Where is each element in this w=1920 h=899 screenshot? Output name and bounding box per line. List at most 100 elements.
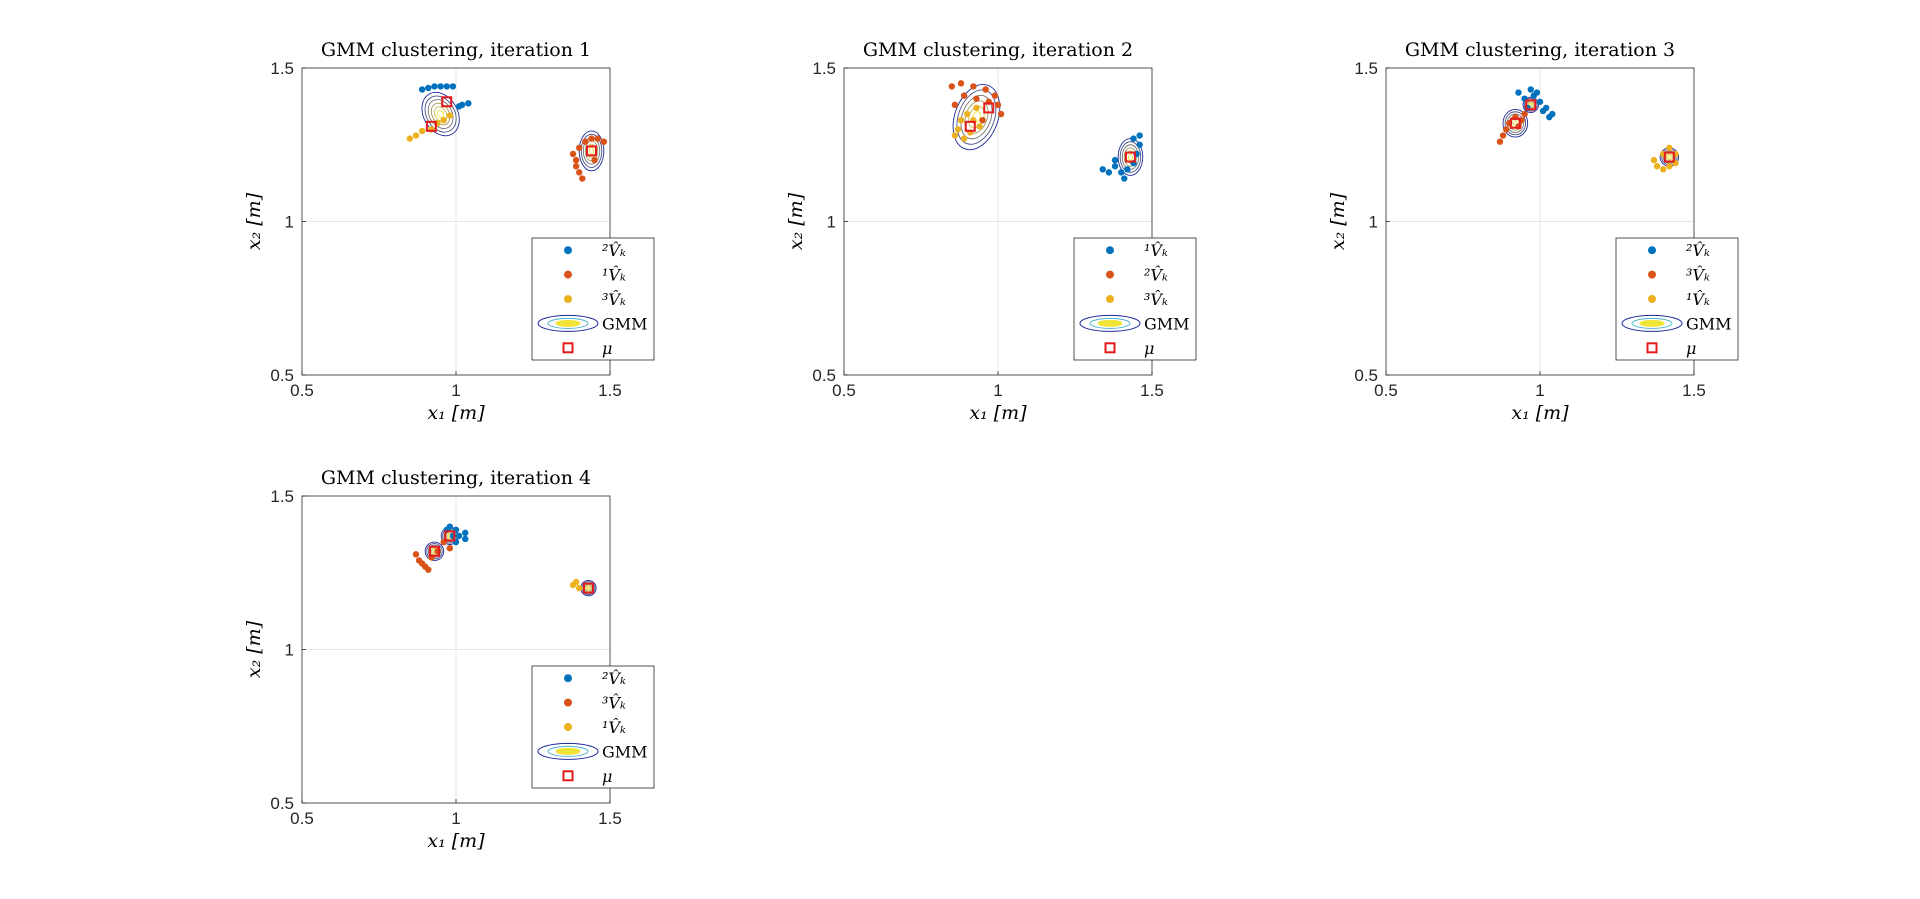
gmm-contour: [589, 147, 595, 155]
data-point: [1502, 126, 1510, 133]
y-tick-label: 0.5: [270, 794, 294, 813]
legend-box: [1073, 237, 1197, 361]
gmm-contour: [430, 102, 451, 126]
x-tick-label: 1.5: [1140, 381, 1164, 400]
legend-marker: [564, 698, 572, 707]
legend-gmm-icon: [555, 747, 581, 755]
gmm-contour: [1523, 97, 1538, 112]
x-tick-label: 1: [451, 381, 460, 400]
y-axis-label: x₂ [m]: [243, 192, 265, 250]
subplot-1: 0.50.5 1 1 1.5 1.5 GMM clustering, iteration …: [243, 39, 655, 424]
y-tick-label: 1.5: [270, 487, 294, 506]
legend-gmm-icon: [1621, 314, 1683, 332]
mean-marker: [1124, 151, 1136, 163]
y-axis-label: x₂ [m]: [1327, 192, 1349, 250]
data-point: [465, 100, 472, 107]
mean-marker: [983, 102, 995, 114]
data-point: [948, 83, 955, 90]
data-point: [1539, 107, 1547, 115]
gmm-contour: [952, 84, 1001, 151]
data-point: [440, 116, 447, 124]
legend-gmm-icon: [537, 314, 599, 332]
data-point: [1521, 110, 1528, 118]
data-point: [979, 116, 986, 124]
legend-label: μ: [1686, 339, 1696, 358]
chart-title: GMM clustering, iteration 4: [321, 467, 591, 489]
data-point: [1136, 141, 1143, 148]
gmm-contour: [1504, 111, 1527, 136]
data-point: [406, 135, 413, 142]
legend-box: [531, 665, 655, 789]
legend-label: ²V̂ₖ: [602, 669, 626, 688]
legend-marker: [1648, 270, 1656, 279]
legend-label: ¹V̂ₖ: [1686, 290, 1710, 309]
series-1: [418, 83, 472, 110]
legend-mean-marker: [1104, 342, 1116, 354]
legend-gmm-icon: [537, 742, 599, 760]
data-point: [591, 156, 598, 164]
x-tick-label: 0.5: [832, 381, 856, 400]
x-axis-label: x₁ [m]: [427, 402, 485, 424]
series-2: [948, 80, 1005, 124]
mean-marker: [428, 545, 440, 557]
data-point: [957, 80, 965, 87]
data-point: [954, 126, 962, 133]
mean-marker: [441, 96, 453, 108]
legend-marker: [564, 295, 572, 303]
data-point: [412, 132, 420, 139]
data-point: [572, 578, 580, 586]
legend-mean-marker: [1646, 342, 1658, 354]
x-tick-label: 1: [993, 381, 1002, 400]
y-tick-label: 0.5: [270, 366, 294, 385]
data-point: [449, 83, 457, 90]
data-point: [1536, 98, 1544, 105]
x-tick-label: 1: [1535, 381, 1544, 400]
mean-marker: [1663, 151, 1675, 163]
legend-marker: [1648, 246, 1656, 255]
series-3: [569, 578, 583, 592]
gmm-contour: [580, 133, 603, 168]
series-1: [1099, 132, 1143, 182]
legend-marker: [1648, 295, 1656, 303]
data-point: [970, 83, 977, 90]
legend-label: ³V̂ₖ: [1144, 290, 1168, 309]
x-tick-label: 1.5: [1682, 381, 1706, 400]
legend-box: [531, 237, 655, 361]
mean-marker: [1525, 99, 1537, 111]
gmm-contour: [960, 94, 993, 140]
data-point: [1515, 89, 1522, 96]
y-tick-label: 1: [827, 213, 836, 232]
data-point: [1136, 132, 1143, 139]
legend-mean-marker: [562, 342, 574, 354]
chart-title: GMM clustering, iteration 1: [321, 39, 591, 61]
data-point: [576, 584, 583, 592]
data-point: [982, 86, 989, 93]
data-point: [1666, 144, 1673, 152]
data-point: [437, 83, 444, 90]
legend-gmm-icon: [1089, 317, 1131, 329]
gmm-contour: [1667, 155, 1672, 160]
data-point: [582, 138, 589, 145]
x-axis-label: x₁ [m]: [427, 830, 485, 852]
data-point: [569, 150, 577, 158]
legend-marker: [564, 246, 572, 255]
x-tick-label: 1: [451, 809, 460, 828]
data-point: [1118, 169, 1125, 176]
data-point: [425, 84, 432, 92]
legend: ²V̂ₖ ¹V̂ₖ ³V̂ₖ GMM μ: [531, 237, 655, 361]
legend-label: GMM: [1686, 314, 1732, 333]
legend-marker: [1106, 295, 1114, 303]
legend-gmm-icon: [555, 319, 581, 327]
data-point: [1660, 166, 1667, 173]
legend-gmm-icon: [1097, 319, 1123, 327]
data-point: [431, 83, 438, 90]
y-tick-label: 1: [285, 641, 294, 660]
legend-marker: [564, 723, 572, 731]
data-point: [1124, 166, 1131, 173]
y-tick-label: 1.5: [812, 59, 836, 78]
legend: ²V̂ₖ ³V̂ₖ ¹V̂ₖ GMM μ: [531, 665, 655, 789]
data-point: [1099, 166, 1106, 173]
subplot-2: 0.50.5 1 1 1.5 1.5 GMM clustering, iteration …: [785, 39, 1197, 424]
data-point: [1130, 135, 1137, 142]
